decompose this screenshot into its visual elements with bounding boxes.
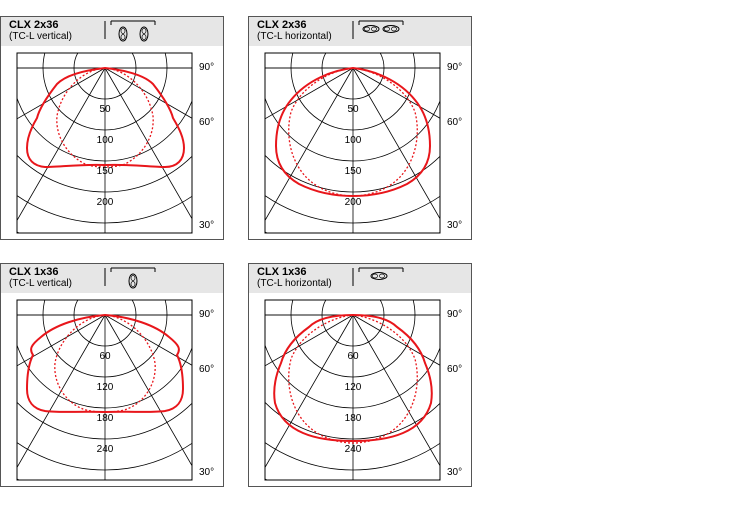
diagram-title: CLX 1x36	[257, 266, 307, 278]
diagram-header: CLX 2x36 (TC-L vertical)	[1, 17, 223, 46]
diagram-title: CLX 2x36	[9, 19, 59, 31]
radial-label: 150	[345, 166, 362, 177]
angle-label-90: 90°	[199, 62, 215, 73]
polar-plot: 50 100 150 200	[264, 52, 441, 234]
grid-radial-line	[17, 67, 106, 222]
angle-label-90: 90°	[447, 62, 463, 73]
radial-label: 100	[345, 135, 362, 146]
grid-radial-line	[265, 67, 354, 120]
polar-plot: 60 120 180 240	[264, 299, 441, 481]
grid-radial-line	[352, 314, 440, 366]
radial-label: 120	[345, 382, 362, 393]
plot-frame	[264, 299, 441, 481]
diagram-subtitle: (TC-L horizontal)	[257, 278, 332, 289]
one-horizontal-lamp-icon	[352, 267, 404, 286]
two-vertical-lamps-icon	[104, 20, 156, 42]
distribution-curve-solid	[25, 66, 186, 169]
polar-diagram-clx-2x36-horizontal: CLX 2x36 (TC-L horizontal) 50 100 150 20…	[248, 16, 472, 240]
distribution-curve-dotted	[54, 314, 156, 413]
angle-label-60: 60°	[199, 117, 215, 128]
radial-label: 150	[97, 166, 114, 177]
radial-label: 240	[97, 444, 114, 455]
angle-label-30: 30°	[199, 467, 215, 478]
grid-radial-line	[17, 67, 106, 120]
diagram-header: CLX 1x36 (TC-L horizontal)	[249, 264, 471, 293]
angle-label-30: 30°	[199, 220, 215, 231]
radial-label: 240	[345, 444, 362, 455]
grid-radial-line	[17, 314, 106, 367]
angle-label-60: 60°	[199, 364, 215, 375]
angle-label-60: 60°	[447, 364, 463, 375]
distribution-curve-dotted	[288, 314, 418, 444]
grid-lines	[265, 300, 440, 480]
radial-label: 200	[97, 197, 114, 208]
angle-label-30: 30°	[447, 467, 463, 478]
radial-label: 180	[345, 413, 362, 424]
polar-grid	[264, 52, 441, 234]
grid-radial-line	[265, 67, 354, 222]
polar-diagram-clx-1x36-horizontal: CLX 1x36 (TC-L horizontal) 60 120 180 24…	[248, 263, 472, 487]
radial-label: 50	[347, 104, 359, 115]
angle-label-60: 60°	[447, 117, 463, 128]
grid-radial-line	[104, 314, 192, 467]
grid-radial-line	[265, 314, 354, 469]
plot-frame	[264, 52, 441, 234]
polar-plot: 50 100 150 200	[16, 52, 193, 234]
grid-radial-line	[352, 67, 440, 119]
angle-label-30: 30°	[447, 220, 463, 231]
distribution-curve-solid	[273, 313, 433, 443]
grid-radial-line	[17, 314, 106, 469]
diagram-subtitle: (TC-L vertical)	[9, 31, 72, 42]
grid-radial-line	[104, 67, 192, 220]
radial-label: 60	[99, 351, 111, 362]
radial-label: 180	[97, 413, 114, 424]
plot-frame	[16, 299, 193, 481]
grid-radial-line	[104, 67, 192, 119]
distribution-curve-solid	[25, 313, 185, 414]
radial-label: 60	[347, 351, 359, 362]
distribution-curve-dotted	[288, 67, 418, 197]
plot-frame	[16, 52, 193, 234]
radial-label: 100	[97, 135, 114, 146]
grid-radial-line	[104, 314, 192, 366]
polar-plot: 60 120 180 240	[16, 299, 193, 481]
angle-label-90: 90°	[447, 309, 463, 320]
one-vertical-lamp-icon	[104, 267, 156, 289]
diagram-subtitle: (TC-L horizontal)	[257, 31, 332, 42]
polar-grid	[16, 52, 193, 234]
radial-label: 120	[97, 382, 114, 393]
polar-grid	[264, 299, 441, 481]
radial-label: 50	[99, 104, 111, 115]
two-horizontal-lamps-icon	[352, 20, 404, 39]
diagram-title: CLX 2x36	[257, 19, 307, 31]
grid-lines	[265, 53, 440, 233]
grid-radial-line	[352, 314, 440, 467]
diagram-header: CLX 2x36 (TC-L horizontal)	[249, 17, 471, 46]
polar-diagram-clx-1x36-vertical: CLX 1x36 (TC-L vertical) 60 120 180 240 …	[0, 263, 224, 487]
diagram-title: CLX 1x36	[9, 266, 59, 278]
grid-lines	[17, 300, 192, 480]
diagram-subtitle: (TC-L vertical)	[9, 278, 72, 289]
polar-diagram-clx-2x36-vertical: CLX 2x36 (TC-L vertical) 50 100 150 200 …	[0, 16, 224, 240]
radial-label: 200	[345, 197, 362, 208]
polar-grid	[16, 299, 193, 481]
angle-label-90: 90°	[199, 309, 215, 320]
diagram-header: CLX 1x36 (TC-L vertical)	[1, 264, 223, 293]
distribution-curve-dotted	[56, 67, 154, 168]
grid-radial-line	[352, 67, 440, 220]
grid-radial-line	[265, 314, 354, 367]
